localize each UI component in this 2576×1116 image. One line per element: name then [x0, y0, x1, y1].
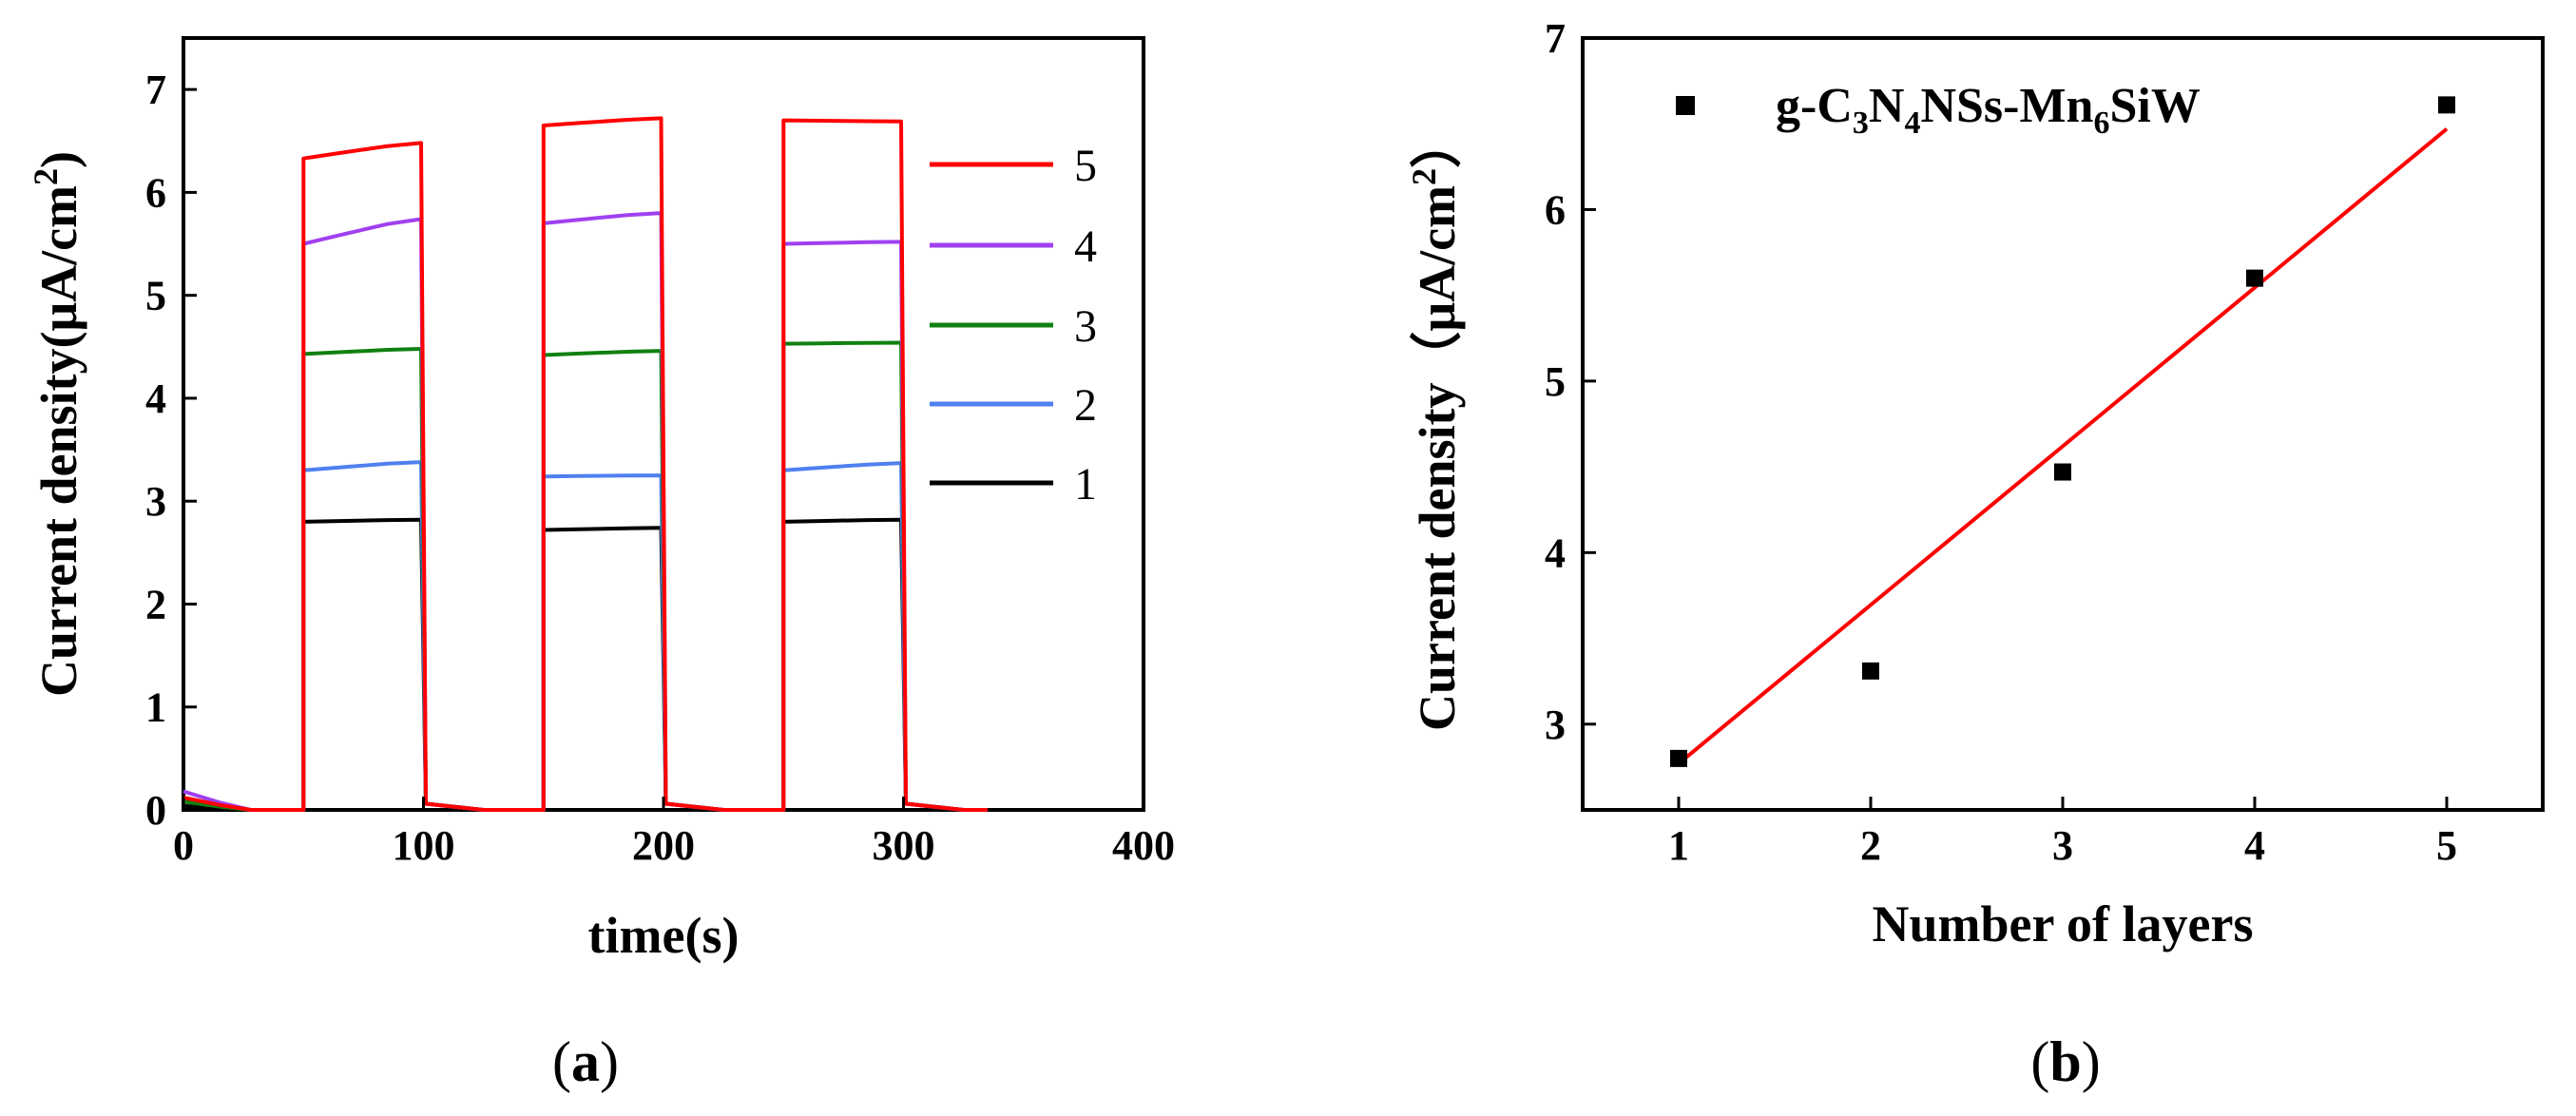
data-point [1670, 749, 1687, 767]
chart-a-ytick-label: 6 [145, 169, 166, 216]
chart-b-xtick-label: 3 [2052, 822, 2073, 869]
chart-b-xtick-label: 5 [2436, 822, 2457, 869]
chart-a-legend: 5 4 3 2 1 [930, 141, 1097, 510]
chart-a-marks [183, 116, 988, 812]
data-point [2438, 96, 2455, 114]
chart-a-ytick-label: 7 [145, 67, 166, 113]
chart-b-xtick-label: 4 [2244, 822, 2265, 869]
legend-label-4: 4 [1074, 221, 1097, 272]
chart-b: 1 2 3 4 5 3 4 5 6 7 g-C3N4NSs-Mn6SiW Number of la… [1405, 15, 2545, 1093]
fit-line [1677, 127, 2449, 765]
chart-b-ytick-label: 3 [1545, 702, 1566, 748]
data-point [1862, 662, 1879, 680]
chart-b-xlabel: Number of layers [1873, 895, 2254, 952]
chart-a-xlabel: time(s) [588, 907, 740, 964]
chart-a-ytick-label: 2 [145, 581, 166, 627]
chart-b-ytick-label: 5 [1545, 358, 1566, 405]
chart-a-ylabel: Current density(μA/cm2) [27, 151, 87, 697]
chart-a: 0 100 200 300 400 0 1 2 3 4 5 6 7 5 4 3 2 1 time(s) Curr… [27, 36, 1175, 1093]
panel-label-b: (b) [2030, 1030, 2100, 1093]
chart-b-marks [1670, 96, 2455, 767]
chart-b-xtick-label: 2 [1860, 822, 1881, 869]
legend-label-1: 1 [1074, 459, 1097, 510]
chart-b-frame [1581, 36, 2545, 812]
data-point [2054, 463, 2071, 481]
legend-label-2: 2 [1074, 380, 1097, 431]
chart-b-ylabel: Current density（μA/cm2） [1405, 117, 1466, 731]
chart-b-legend-symbol [1676, 96, 1695, 115]
chart-b-legend-label: g-C3N4NSs-Mn6SiW [1776, 79, 2201, 141]
chart-a-ytick-label: 1 [145, 684, 166, 731]
chart-b-ytick-label: 6 [1545, 186, 1566, 233]
chart-b-legend: g-C3N4NSs-Mn6SiW [1676, 79, 2201, 141]
chart-a-ytick-label: 0 [145, 787, 166, 834]
data-point [2246, 269, 2263, 287]
chart-a-ytick-label: 5 [145, 273, 166, 319]
chart-a-ytick-label: 3 [145, 478, 166, 525]
chart-b-ytick-label: 7 [1545, 15, 1566, 62]
series-5-line [183, 116, 988, 812]
chart-a-xtick-label: 100 [393, 822, 455, 869]
chart-b-ytick-label: 4 [1545, 529, 1566, 576]
chart-b-ticks: 1 2 3 4 5 3 4 5 6 7 [1545, 15, 2457, 869]
legend-label-5: 5 [1074, 141, 1097, 191]
chart-a-xtick-label: 400 [1112, 822, 1175, 869]
chart-a-xtick-label: 300 [873, 822, 935, 869]
chart-b-xtick-label: 1 [1668, 822, 1689, 869]
legend-label-3: 3 [1074, 301, 1097, 352]
panel-label-a: (a) [552, 1030, 619, 1093]
chart-a-ytick-label: 4 [145, 375, 166, 422]
chart-a-xtick-label: 0 [173, 822, 194, 869]
chart-a-ticks: 0 100 200 300 400 0 1 2 3 4 5 6 7 [145, 67, 1175, 869]
chart-a-xtick-label: 200 [632, 822, 695, 869]
